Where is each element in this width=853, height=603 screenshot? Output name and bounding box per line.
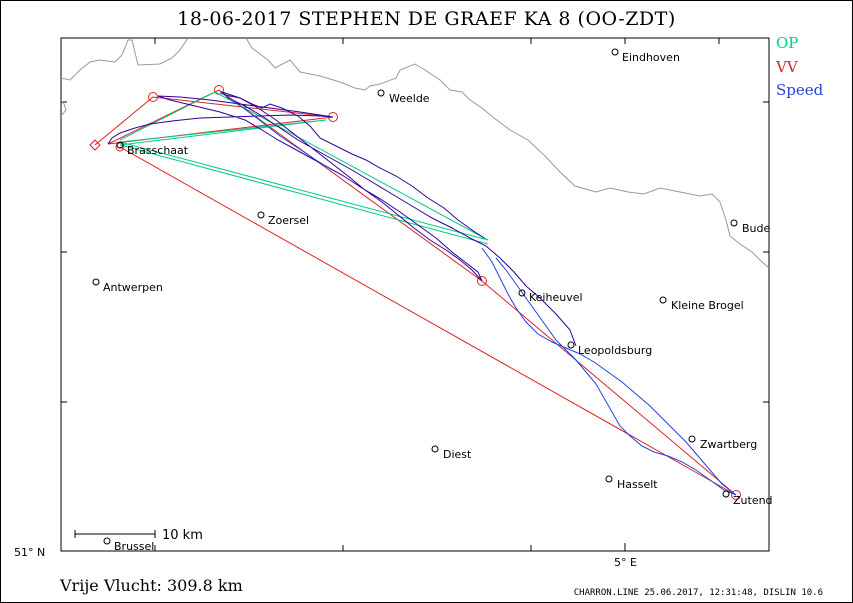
city-diest: Diest	[443, 448, 472, 461]
plot-area	[60, 37, 770, 552]
border-line-west	[60, 99, 67, 117]
scale-bar	[74, 530, 156, 538]
city-zutend: Zutend	[733, 494, 773, 507]
vv-route	[94, 89, 737, 496]
city-antwerpen: Antwerpen	[103, 281, 163, 294]
distance-label: Vrije Vlucht: 309.8 km	[60, 576, 243, 595]
flight-title: 18-06-2017 STEPHEN DE GRAEF KA 8 (OO-ZDT…	[177, 8, 676, 30]
city-hasselt: Hasselt	[617, 478, 658, 491]
flight-trace-speed	[481, 247, 737, 496]
flight-trace-speed-start	[219, 91, 333, 171]
city-keiheuvel: Keiheuvel	[529, 291, 583, 304]
city-kleine-brogel: Kleine Brogel	[671, 299, 744, 312]
lat-label: 51° N	[14, 546, 45, 559]
city-zoersel: Zoersel	[268, 214, 309, 227]
city-weelde: Weelde	[389, 92, 430, 105]
generation-info: CHARRON.LINE 25.06.2017, 12:31:48, DISLI…	[573, 588, 823, 598]
lon-label: 5° E	[614, 556, 637, 569]
scale-label: 10 km	[162, 528, 203, 543]
city-brussel: Brussel	[114, 540, 154, 553]
legend-speed: Speed	[776, 81, 824, 99]
flight-trace-leg2	[224, 94, 485, 239]
axis-ticks	[61, 38, 769, 552]
city-bude: Bude	[742, 222, 771, 235]
legend-vv: VV	[776, 58, 798, 76]
legend-op: OP	[776, 34, 799, 52]
flight-trace-track	[107, 91, 577, 347]
city-markers	[92, 48, 738, 545]
city-zwartberg: Zwartberg	[700, 438, 757, 451]
city-brasschaat: Brasschaat	[127, 144, 189, 157]
border-line-east	[245, 37, 770, 269]
city-eindhoven: Eindhoven	[622, 51, 680, 64]
city-leopoldsburg: Leopoldsburg	[578, 344, 652, 357]
border-line-north	[60, 37, 189, 81]
